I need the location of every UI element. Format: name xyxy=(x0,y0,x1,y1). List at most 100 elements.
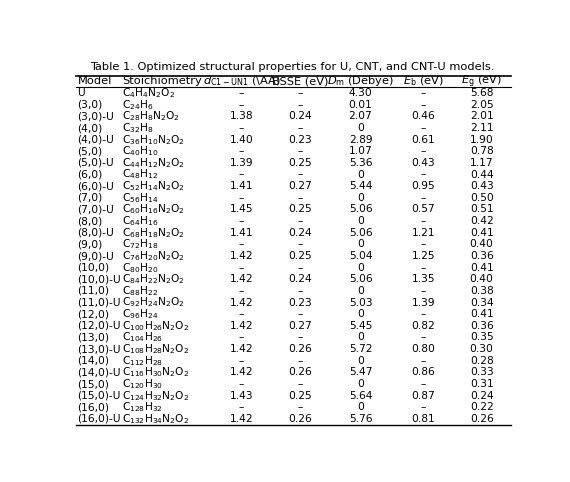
Text: 0.25: 0.25 xyxy=(288,251,312,261)
Text: –: – xyxy=(239,147,245,156)
Text: 0.50: 0.50 xyxy=(470,193,494,203)
Text: C$_{92}$H$_{24}$N$_2$O$_2$: C$_{92}$H$_{24}$N$_2$O$_2$ xyxy=(123,295,185,309)
Text: C$_{128}$H$_{32}$: C$_{128}$H$_{32}$ xyxy=(123,401,163,414)
Text: (3,0)-U: (3,0)-U xyxy=(78,111,114,121)
Text: 0.41: 0.41 xyxy=(470,228,494,238)
Text: 0.42: 0.42 xyxy=(470,216,494,226)
Text: –: – xyxy=(298,356,303,366)
Text: 1.42: 1.42 xyxy=(230,414,254,424)
Text: –: – xyxy=(239,193,245,203)
Text: (8,0): (8,0) xyxy=(78,216,103,226)
Text: 5.44: 5.44 xyxy=(349,181,372,191)
Text: Model: Model xyxy=(78,77,112,86)
Text: 0.24: 0.24 xyxy=(288,111,312,121)
Text: 5.06: 5.06 xyxy=(349,228,372,238)
Text: 0: 0 xyxy=(357,123,364,133)
Text: 0.35: 0.35 xyxy=(470,333,494,343)
Text: (14,0): (14,0) xyxy=(78,356,109,366)
Text: C$_{36}$H$_{10}$N$_2$O$_2$: C$_{36}$H$_{10}$N$_2$O$_2$ xyxy=(123,133,185,147)
Text: –: – xyxy=(421,216,426,226)
Text: –: – xyxy=(421,356,426,366)
Text: C$_{100}$H$_{26}$N$_2$O$_2$: C$_{100}$H$_{26}$N$_2$O$_2$ xyxy=(123,319,190,333)
Text: 0.87: 0.87 xyxy=(412,390,435,401)
Text: 0.30: 0.30 xyxy=(470,344,494,354)
Text: –: – xyxy=(239,170,245,180)
Text: 1.42: 1.42 xyxy=(230,344,254,354)
Text: 0.38: 0.38 xyxy=(470,286,494,296)
Text: –: – xyxy=(298,216,303,226)
Text: 0: 0 xyxy=(357,240,364,249)
Text: (11,0): (11,0) xyxy=(78,286,109,296)
Text: 1.17: 1.17 xyxy=(470,158,494,168)
Text: –: – xyxy=(239,379,245,389)
Text: 5.06: 5.06 xyxy=(349,204,372,214)
Text: –: – xyxy=(239,309,245,319)
Text: –: – xyxy=(421,333,426,343)
Text: –: – xyxy=(298,286,303,296)
Text: –: – xyxy=(421,147,426,156)
Text: 1.41: 1.41 xyxy=(230,181,254,191)
Text: C$_4$H$_4$N$_2$O$_2$: C$_4$H$_4$N$_2$O$_2$ xyxy=(123,86,176,100)
Text: C$_{96}$H$_{24}$: C$_{96}$H$_{24}$ xyxy=(123,308,158,321)
Text: U: U xyxy=(78,88,85,98)
Text: 0.28: 0.28 xyxy=(470,356,494,366)
Text: –: – xyxy=(298,100,303,110)
Text: 0.36: 0.36 xyxy=(470,321,494,331)
Text: 0.27: 0.27 xyxy=(288,181,312,191)
Text: –: – xyxy=(239,123,245,133)
Text: –: – xyxy=(239,402,245,412)
Text: 1.45: 1.45 xyxy=(230,204,254,214)
Text: (5,0): (5,0) xyxy=(78,147,103,156)
Text: (4,0): (4,0) xyxy=(78,123,103,133)
Text: 0.26: 0.26 xyxy=(288,414,312,424)
Text: 0.61: 0.61 xyxy=(412,134,435,145)
Text: 5.36: 5.36 xyxy=(349,158,372,168)
Text: 0.41: 0.41 xyxy=(470,263,494,273)
Text: 1.21: 1.21 xyxy=(412,228,435,238)
Text: 5.76: 5.76 xyxy=(349,414,372,424)
Text: 0.82: 0.82 xyxy=(412,321,435,331)
Text: 0.43: 0.43 xyxy=(470,181,494,191)
Text: C$_{52}$H$_{14}$N$_2$O$_2$: C$_{52}$H$_{14}$N$_2$O$_2$ xyxy=(123,179,185,193)
Text: 5.04: 5.04 xyxy=(349,251,372,261)
Text: 5.03: 5.03 xyxy=(349,297,372,308)
Text: 4.30: 4.30 xyxy=(349,88,372,98)
Text: 1.42: 1.42 xyxy=(230,367,254,377)
Text: 1.42: 1.42 xyxy=(230,251,254,261)
Text: –: – xyxy=(239,216,245,226)
Text: 0.44: 0.44 xyxy=(470,170,494,180)
Text: –: – xyxy=(239,356,245,366)
Text: Table 1. Optimized structural properties for U, CNT, and CNT-U models.: Table 1. Optimized structural properties… xyxy=(90,62,494,72)
Text: 0.36: 0.36 xyxy=(470,251,494,261)
Text: (7,0): (7,0) xyxy=(78,193,103,203)
Text: 1.39: 1.39 xyxy=(412,297,435,308)
Text: 0.34: 0.34 xyxy=(470,297,494,308)
Text: –: – xyxy=(298,333,303,343)
Text: 0: 0 xyxy=(357,356,364,366)
Text: (13,0): (13,0) xyxy=(78,333,109,343)
Text: 2.89: 2.89 xyxy=(349,134,372,145)
Text: –: – xyxy=(421,286,426,296)
Text: C$_{56}$H$_{14}$: C$_{56}$H$_{14}$ xyxy=(123,191,158,205)
Text: –: – xyxy=(421,263,426,273)
Text: –: – xyxy=(239,263,245,273)
Text: 0.26: 0.26 xyxy=(470,414,494,424)
Text: 5.45: 5.45 xyxy=(349,321,372,331)
Text: 0.25: 0.25 xyxy=(288,390,312,401)
Text: C$_{60}$H$_{16}$N$_2$O$_2$: C$_{60}$H$_{16}$N$_2$O$_2$ xyxy=(123,202,185,216)
Text: C$_{120}$H$_{30}$: C$_{120}$H$_{30}$ xyxy=(123,377,164,391)
Text: –: – xyxy=(421,170,426,180)
Text: 0: 0 xyxy=(357,263,364,273)
Text: (16,0)-U: (16,0)-U xyxy=(78,414,121,424)
Text: 0.40: 0.40 xyxy=(470,274,494,284)
Text: 1.35: 1.35 xyxy=(412,274,435,284)
Text: C$_{68}$H$_{18}$N$_2$O$_2$: C$_{68}$H$_{18}$N$_2$O$_2$ xyxy=(123,226,185,240)
Text: –: – xyxy=(298,402,303,412)
Text: –: – xyxy=(421,309,426,319)
Text: 0.57: 0.57 xyxy=(412,204,435,214)
Text: 2.07: 2.07 xyxy=(349,111,372,121)
Text: –: – xyxy=(298,309,303,319)
Text: –: – xyxy=(421,379,426,389)
Text: 0.25: 0.25 xyxy=(288,204,312,214)
Text: –: – xyxy=(298,379,303,389)
